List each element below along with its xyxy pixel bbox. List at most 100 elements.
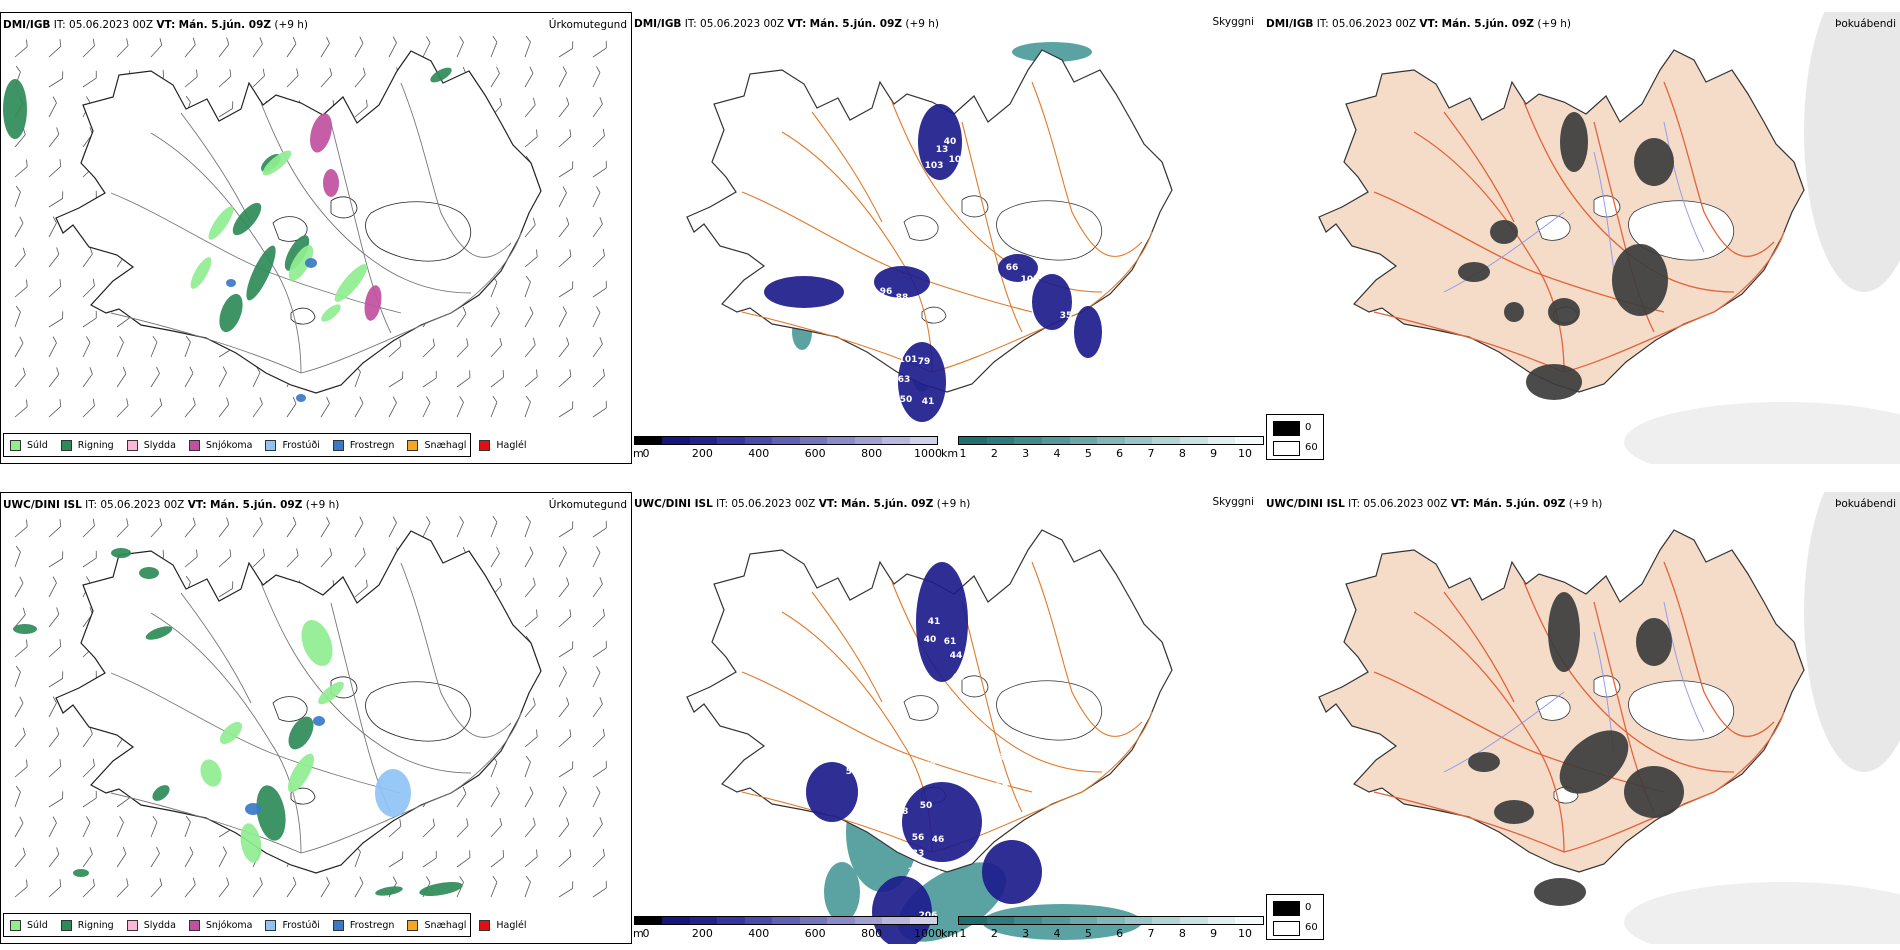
wind-barb <box>218 846 227 868</box>
wind-barb <box>388 396 397 418</box>
legend-swatch <box>265 919 277 931</box>
wind-barb <box>218 397 230 418</box>
wind-barb <box>14 639 28 658</box>
ceiling-value-label: 79 <box>918 357 931 367</box>
ceiling-value-label: 33 <box>912 849 925 859</box>
legend-label: Súld <box>27 919 48 931</box>
wind-barb <box>490 35 498 58</box>
wind-barb <box>14 399 28 418</box>
cloud-ceiling-area <box>918 104 962 180</box>
fog-map-row2[interactable] <box>1264 492 1900 944</box>
legend-swatch <box>265 439 277 451</box>
wind-barb <box>14 785 21 808</box>
wind-barb <box>558 849 572 868</box>
fog-index-area <box>1624 766 1684 818</box>
wind-barb <box>82 790 97 808</box>
road-line <box>1523 101 1735 293</box>
wind-barb <box>524 849 538 868</box>
wind-barb <box>592 337 603 358</box>
colorbar-segment <box>959 437 987 444</box>
wind-barb <box>48 191 64 208</box>
legend-swatch <box>407 439 419 451</box>
wind-barb <box>150 398 163 418</box>
wind-barb <box>490 515 498 538</box>
wind-barb <box>558 697 570 718</box>
wind-barb <box>592 160 607 178</box>
wind-barb <box>48 696 57 718</box>
wind-barb <box>150 878 163 898</box>
colorbar-segment <box>772 437 800 444</box>
wind-barb <box>592 880 607 898</box>
wind-barb <box>286 396 297 418</box>
wind-barb <box>592 577 603 598</box>
wind-barb <box>456 338 469 358</box>
precip-map-row1[interactable] <box>1 13 632 464</box>
cloud-ceiling-area <box>872 876 932 944</box>
wind-barb <box>218 37 230 58</box>
colorbar-tick: 1000 <box>914 447 942 460</box>
road-line <box>781 131 933 373</box>
wind-barb <box>116 336 124 358</box>
wind-barb <box>558 666 567 688</box>
fog-legend-min: 0 <box>1305 422 1312 433</box>
colorbar-tick: 2 <box>990 927 998 940</box>
precip-area <box>256 785 286 841</box>
wind-barb <box>14 159 28 178</box>
colorbar-tick: 200 <box>691 927 713 940</box>
precip-area <box>375 886 403 896</box>
precip-area <box>245 803 261 815</box>
fog-index-area <box>1634 138 1674 186</box>
legend-swatch <box>188 439 200 451</box>
ceiling-value-label: 13 <box>936 145 949 155</box>
legend-label: Haglél <box>496 439 527 451</box>
wind-barb <box>558 217 570 238</box>
wind-barb <box>252 548 265 568</box>
fog-map-row1[interactable] <box>1264 12 1900 464</box>
panel-title: UWC/DINI ISL IT: 05.06.2023 00Z VT: Mán.… <box>634 498 971 510</box>
wind-barb <box>14 247 26 268</box>
ceiling-value-label: 63 <box>898 375 911 385</box>
legend-label: Snæhagl <box>424 439 467 451</box>
wind-barb <box>388 371 404 388</box>
fog-legend-max: 60 <box>1305 922 1318 933</box>
legend-item-2: Slydda <box>126 439 176 451</box>
legend-swatch <box>188 919 200 931</box>
wind-barb <box>252 397 263 418</box>
colorbar-segment <box>662 437 690 444</box>
road-line <box>961 121 1023 333</box>
wind-barb <box>524 249 538 268</box>
colorbar-segment <box>882 917 910 924</box>
colorbar-tick: 0 <box>642 927 650 940</box>
wind-barb <box>354 36 364 58</box>
fog-index-area <box>1468 752 1500 772</box>
colorbar-segment <box>1124 437 1153 444</box>
fog-panel-label: Þokuábendi <box>1835 498 1896 510</box>
precip-area <box>296 394 306 402</box>
fog-legend-max: 60 <box>1305 442 1318 453</box>
precip-map-row2[interactable] <box>1 493 632 944</box>
wind-barb <box>592 848 605 868</box>
wind-barb <box>456 396 464 418</box>
legend-item-2: Slydda <box>126 919 176 931</box>
wind-barb <box>286 876 297 898</box>
wind-barb <box>116 816 124 838</box>
legend-label: Snjókoma <box>205 439 253 451</box>
wind-barb <box>218 69 232 88</box>
wind-barb <box>490 818 503 838</box>
road-line <box>110 672 402 794</box>
wind-barb <box>524 515 531 538</box>
wind-barb <box>320 876 330 898</box>
wind-barb <box>116 366 127 388</box>
colorbar-tick: 10 <box>1238 927 1252 940</box>
precip-area <box>430 67 452 83</box>
wind-barb <box>150 38 163 58</box>
wind-barb <box>82 518 95 538</box>
wind-barb <box>592 248 605 268</box>
wind-barb <box>592 666 601 688</box>
wind-barb <box>490 875 498 898</box>
colorbar-tick: 2 <box>990 447 998 460</box>
wind-barb <box>48 96 57 118</box>
colorbar-segment <box>1069 917 1098 924</box>
